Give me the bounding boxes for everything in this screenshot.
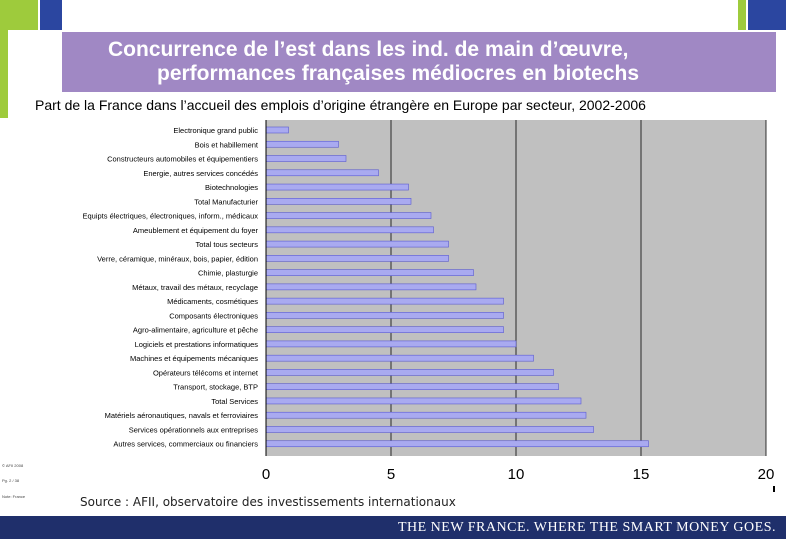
slide-title-line1: Concurrence de l’est dans les ind. de ma… <box>108 38 629 61</box>
category-label: Opérateurs télécoms et internet <box>153 368 259 377</box>
bar <box>265 240 449 248</box>
category-label: Transport, stockage, BTP <box>173 383 258 392</box>
category-label: Biotechnologies <box>205 183 258 192</box>
x-tick-label: 0 <box>262 466 270 483</box>
category-label: Ameublement et équipement du foyer <box>133 226 259 235</box>
bar <box>265 369 554 376</box>
category-label: Total Services <box>211 397 258 406</box>
x-tick-label: 20 <box>758 466 775 483</box>
category-label: Matériels aéronautiques, navals et ferro… <box>105 411 259 420</box>
bar <box>265 226 434 234</box>
chart-area: 0 5 10 15 20 Electronique grand public Bois et… <box>30 118 776 486</box>
bar <box>265 126 289 134</box>
bar <box>265 411 587 419</box>
bar <box>265 255 449 262</box>
bar <box>265 212 432 219</box>
category-label: Total Manufacturier <box>194 197 258 206</box>
category-label: Total tous secteurs <box>195 240 258 249</box>
accent-square-navy-right <box>748 0 786 30</box>
category-label: Composants électroniques <box>169 311 258 320</box>
bar <box>265 383 559 390</box>
green-corner-bar <box>0 0 8 118</box>
category-label: Services opérationnels aux entreprises <box>129 425 258 434</box>
bar <box>265 426 594 433</box>
bar <box>265 440 649 448</box>
bar <box>265 354 534 362</box>
accent-square-green-right <box>738 0 746 30</box>
slide-title-line2: performances françaises médiocres en bio… <box>157 62 640 85</box>
chart-subtitle: Part de la France dans l’accueil des emp… <box>35 97 646 113</box>
category-label: Equipts électriques, électroniques, info… <box>82 212 258 221</box>
category-label: Chimie, plasturgie <box>198 269 258 278</box>
footer-band: THE NEW FRANCE. WHERE THE SMART MONEY GO… <box>0 516 786 539</box>
side-note-3: Note: France <box>2 494 26 499</box>
bar <box>265 183 409 191</box>
category-label: Electronique grand public <box>173 126 258 135</box>
x-tick-label: 5 <box>387 466 395 483</box>
bar-chart: 0 5 10 15 20 Electronique grand public Bois et… <box>82 120 775 483</box>
category-label: Autres services, commerciaux ou financie… <box>113 440 258 449</box>
title-band <box>62 32 776 92</box>
bar <box>265 269 474 276</box>
x-tick-label: 10 <box>508 466 525 483</box>
accent-square-navy <box>40 0 62 30</box>
category-label: Constructeurs automobiles et équipementi… <box>107 155 258 164</box>
bar <box>265 140 339 148</box>
bar <box>265 297 504 305</box>
side-note-2: Pg. 2 / 38 <box>2 478 20 483</box>
edge-tick <box>773 486 775 492</box>
x-tick-label: 15 <box>633 466 650 483</box>
source-note: Source : AFII, observatoire des investis… <box>80 495 456 509</box>
bar <box>265 340 517 348</box>
side-note-1: © AFII 2008 <box>2 463 24 468</box>
category-label: Bois et habillement <box>195 140 259 149</box>
bar <box>265 312 504 319</box>
category-label: Machines et équipements mécaniques <box>130 354 258 363</box>
bar <box>265 326 504 333</box>
bar <box>265 169 379 177</box>
bar <box>265 155 347 162</box>
category-label: Médicaments, cosmétiques <box>167 297 258 306</box>
category-label: Agro-alimentaire, agriculture et pêche <box>133 326 258 335</box>
category-label: Verre, céramique, minéraux, bois, papier… <box>97 254 258 263</box>
footer-slogan: THE NEW FRANCE. WHERE THE SMART MONEY GO… <box>397 520 776 535</box>
accent-square-green <box>8 0 38 30</box>
bar <box>265 397 582 405</box>
category-label: Logiciels et prestations informatiques <box>135 340 259 349</box>
bar <box>265 283 477 291</box>
bar <box>265 198 412 205</box>
category-label: Energie, autres services concédés <box>143 169 258 178</box>
category-label: Métaux, travail des métaux, recyclage <box>132 283 258 292</box>
